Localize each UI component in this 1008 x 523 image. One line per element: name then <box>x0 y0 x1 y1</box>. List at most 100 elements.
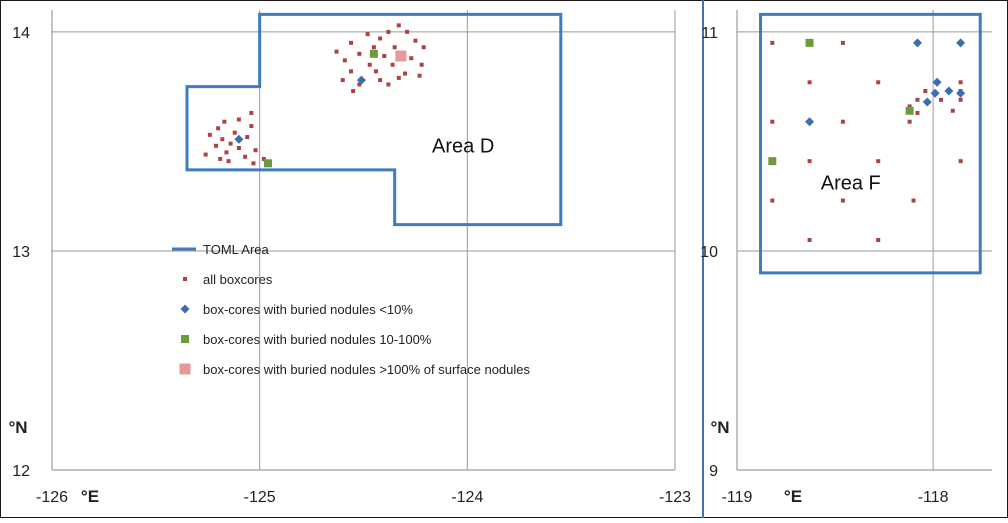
y-tick-label: 10 <box>700 244 718 261</box>
legend-item: TOML Area <box>172 242 270 257</box>
boxcore-point <box>840 40 845 45</box>
boxcore-point <box>382 54 387 58</box>
legend-item: box-cores with buried nodules <10% <box>180 302 413 317</box>
boxcore-point <box>807 159 812 164</box>
buried-10-100-point <box>805 38 814 47</box>
boxcore-point <box>214 143 219 148</box>
legend: TOML Area all boxcores box-cores with buri… <box>172 242 531 377</box>
boxcore-point <box>923 89 928 94</box>
y-tick-label: 9 <box>709 463 718 480</box>
boxcore-point <box>367 62 372 67</box>
boxcore-point <box>950 108 955 113</box>
legend-label: all boxcores <box>203 272 273 287</box>
boxcore-point <box>232 130 237 135</box>
boxcore-point <box>253 148 258 153</box>
boxcore-point <box>342 58 347 63</box>
boxcore-point <box>915 110 920 115</box>
boxcore-point <box>207 132 212 137</box>
legend-item: box-cores with buried nodules 10-100% <box>181 332 432 347</box>
boxcore-point <box>228 141 233 146</box>
right-panel: -119 -118 9 10 11 °E °N Area F <box>700 10 992 506</box>
legend-label: box-cores with buried nodules 10-100% <box>203 332 432 347</box>
x-tick-label: -123 <box>659 489 691 506</box>
boxcore-point <box>236 146 241 150</box>
boxcore-point <box>373 69 378 74</box>
legend-item: all boxcores <box>183 272 273 287</box>
boxcore-point <box>770 198 775 203</box>
legend-item: box-cores with buried nodules >100% of s… <box>179 362 531 377</box>
boxcore-point <box>349 69 354 74</box>
boxcore-point <box>378 36 383 41</box>
area-label: Area F <box>821 173 881 195</box>
boxcore-point <box>371 45 376 50</box>
area-label: Area D <box>432 135 494 157</box>
boxcore-point <box>770 40 775 45</box>
boxcore-point <box>378 78 383 83</box>
boxcore-point <box>876 80 881 85</box>
x-axis-label: °E <box>784 487 802 506</box>
boxcore-point <box>203 152 208 157</box>
buried-10-100-point <box>181 335 189 343</box>
boxcore-point <box>770 119 775 124</box>
legend-label: box-cores with buried nodules >100% of s… <box>203 362 531 377</box>
toml-area-outline <box>185 12 563 227</box>
boxcore-point <box>351 89 356 94</box>
boxcore-point <box>183 277 187 281</box>
boxcore-point <box>939 97 943 102</box>
boxcore-point <box>421 45 426 50</box>
left-panel: -126 -125 -124 -123 12 13 14 °E °N Area D TOML Are… <box>8 10 691 506</box>
boxcore-point <box>365 32 370 37</box>
boxcore-point <box>807 80 812 85</box>
boxcore-point <box>222 119 227 124</box>
boxcore-point <box>243 154 248 159</box>
boxcore-point <box>220 137 225 142</box>
y-axis-label: °N <box>710 418 729 437</box>
x-tick-label: -124 <box>451 489 483 506</box>
boxcore-point <box>807 238 812 242</box>
boxcore-point <box>251 161 256 166</box>
boxcore-point <box>907 104 912 109</box>
x-tick-label: -126 <box>36 489 68 506</box>
boxcore-point <box>876 238 881 242</box>
boxcore-point <box>386 29 391 34</box>
boxcore-point <box>840 198 845 203</box>
boxcore-point <box>409 56 414 61</box>
boxcore-point <box>216 126 221 131</box>
buried-10-100-point <box>263 159 272 168</box>
boxcore-point <box>249 124 254 129</box>
boxcore-point <box>911 198 916 203</box>
buried-lt10-point <box>930 88 940 98</box>
boxcore-point <box>876 159 881 164</box>
boxcore-point <box>334 49 339 54</box>
x-tick-label: -118 <box>918 489 949 506</box>
boxcore-point <box>417 73 422 78</box>
buried-lt10-point <box>956 38 966 48</box>
boxcore-point <box>396 75 401 80</box>
buried-gt100-point <box>179 363 191 375</box>
boxcore-point <box>840 119 845 124</box>
buried-lt10-point <box>956 88 966 98</box>
boxcore-point <box>392 45 397 50</box>
buried-lt10-point <box>180 304 190 314</box>
boxcore-point <box>226 159 231 164</box>
boxcore-point <box>349 40 354 45</box>
boxcore-point <box>340 78 345 83</box>
buried-10-100-point <box>369 49 378 58</box>
boxcore-point <box>386 82 391 87</box>
y-tick-label: 13 <box>12 244 30 261</box>
boxcore-point <box>245 135 250 140</box>
buried-lt10-point <box>234 134 244 144</box>
boxcore-point <box>236 117 241 122</box>
boxcore-point <box>224 150 229 155</box>
buried-gt100-point <box>395 50 407 62</box>
boxcore-point <box>958 159 963 164</box>
buried-10-100-point <box>905 106 914 115</box>
legend-label: TOML Area <box>203 242 270 257</box>
boxcore-point <box>413 38 418 43</box>
buried-lt10-point <box>805 117 815 127</box>
x-axis-label: °E <box>81 487 99 506</box>
boxcore-point <box>419 62 424 67</box>
